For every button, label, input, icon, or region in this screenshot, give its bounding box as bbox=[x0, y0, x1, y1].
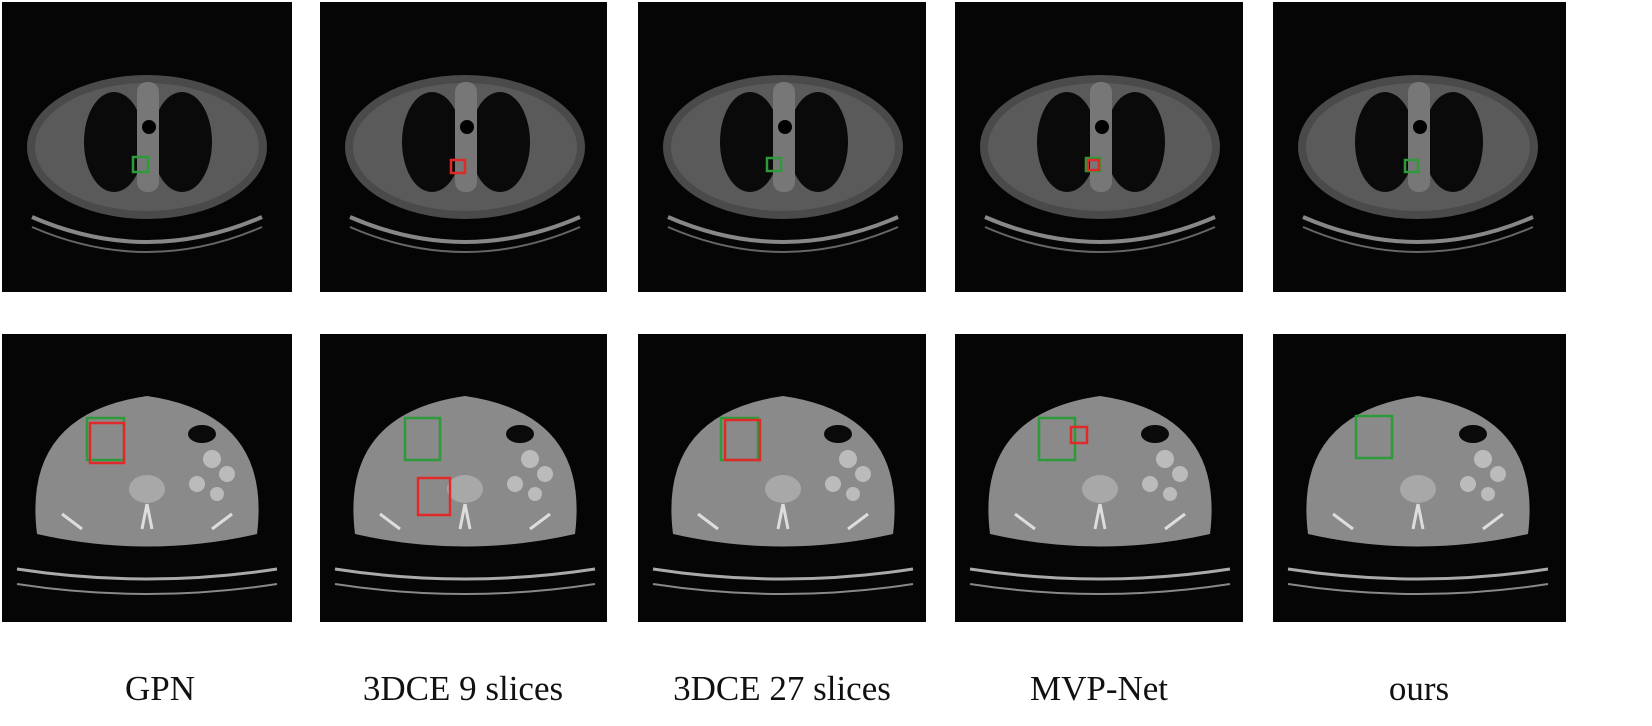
ct-image-chest-3dce-9 bbox=[320, 2, 607, 292]
ct-image-chest-3dce-27 bbox=[638, 2, 926, 292]
prediction-box bbox=[88, 421, 126, 465]
ct-image-abdomen-ours bbox=[1273, 334, 1566, 622]
prediction-box bbox=[449, 158, 467, 175]
prediction-box bbox=[1069, 425, 1089, 445]
prediction-box bbox=[1086, 158, 1101, 172]
ct-image-abdomen-mvp-net bbox=[955, 334, 1243, 622]
ground-truth-box bbox=[1403, 158, 1420, 174]
column-label-mvp-net: MVP-Net bbox=[1029, 669, 1169, 708]
column-label-ours: ours bbox=[1388, 669, 1450, 708]
ct-image-chest-gpn bbox=[2, 2, 292, 292]
ct-image-abdomen-gpn bbox=[2, 334, 292, 622]
column-label-gpn: GPN bbox=[124, 669, 196, 708]
ground-truth-box bbox=[765, 156, 783, 173]
ct-image-abdomen-3dce-27 bbox=[638, 334, 926, 622]
prediction-box bbox=[416, 476, 452, 517]
column-label-3dce-27: 3DCE 27 slices bbox=[673, 669, 891, 708]
ground-truth-box bbox=[131, 155, 150, 174]
ct-image-chest-ours bbox=[1273, 2, 1566, 292]
ct-image-chest-mvp-net bbox=[955, 2, 1243, 292]
ground-truth-box bbox=[1354, 414, 1394, 460]
ground-truth-box bbox=[403, 416, 442, 462]
ct-image-abdomen-3dce-9 bbox=[320, 334, 607, 622]
column-label-3dce-9: 3DCE 9 slices bbox=[362, 669, 564, 708]
prediction-box bbox=[723, 418, 762, 462]
ground-truth-box bbox=[1037, 416, 1077, 462]
